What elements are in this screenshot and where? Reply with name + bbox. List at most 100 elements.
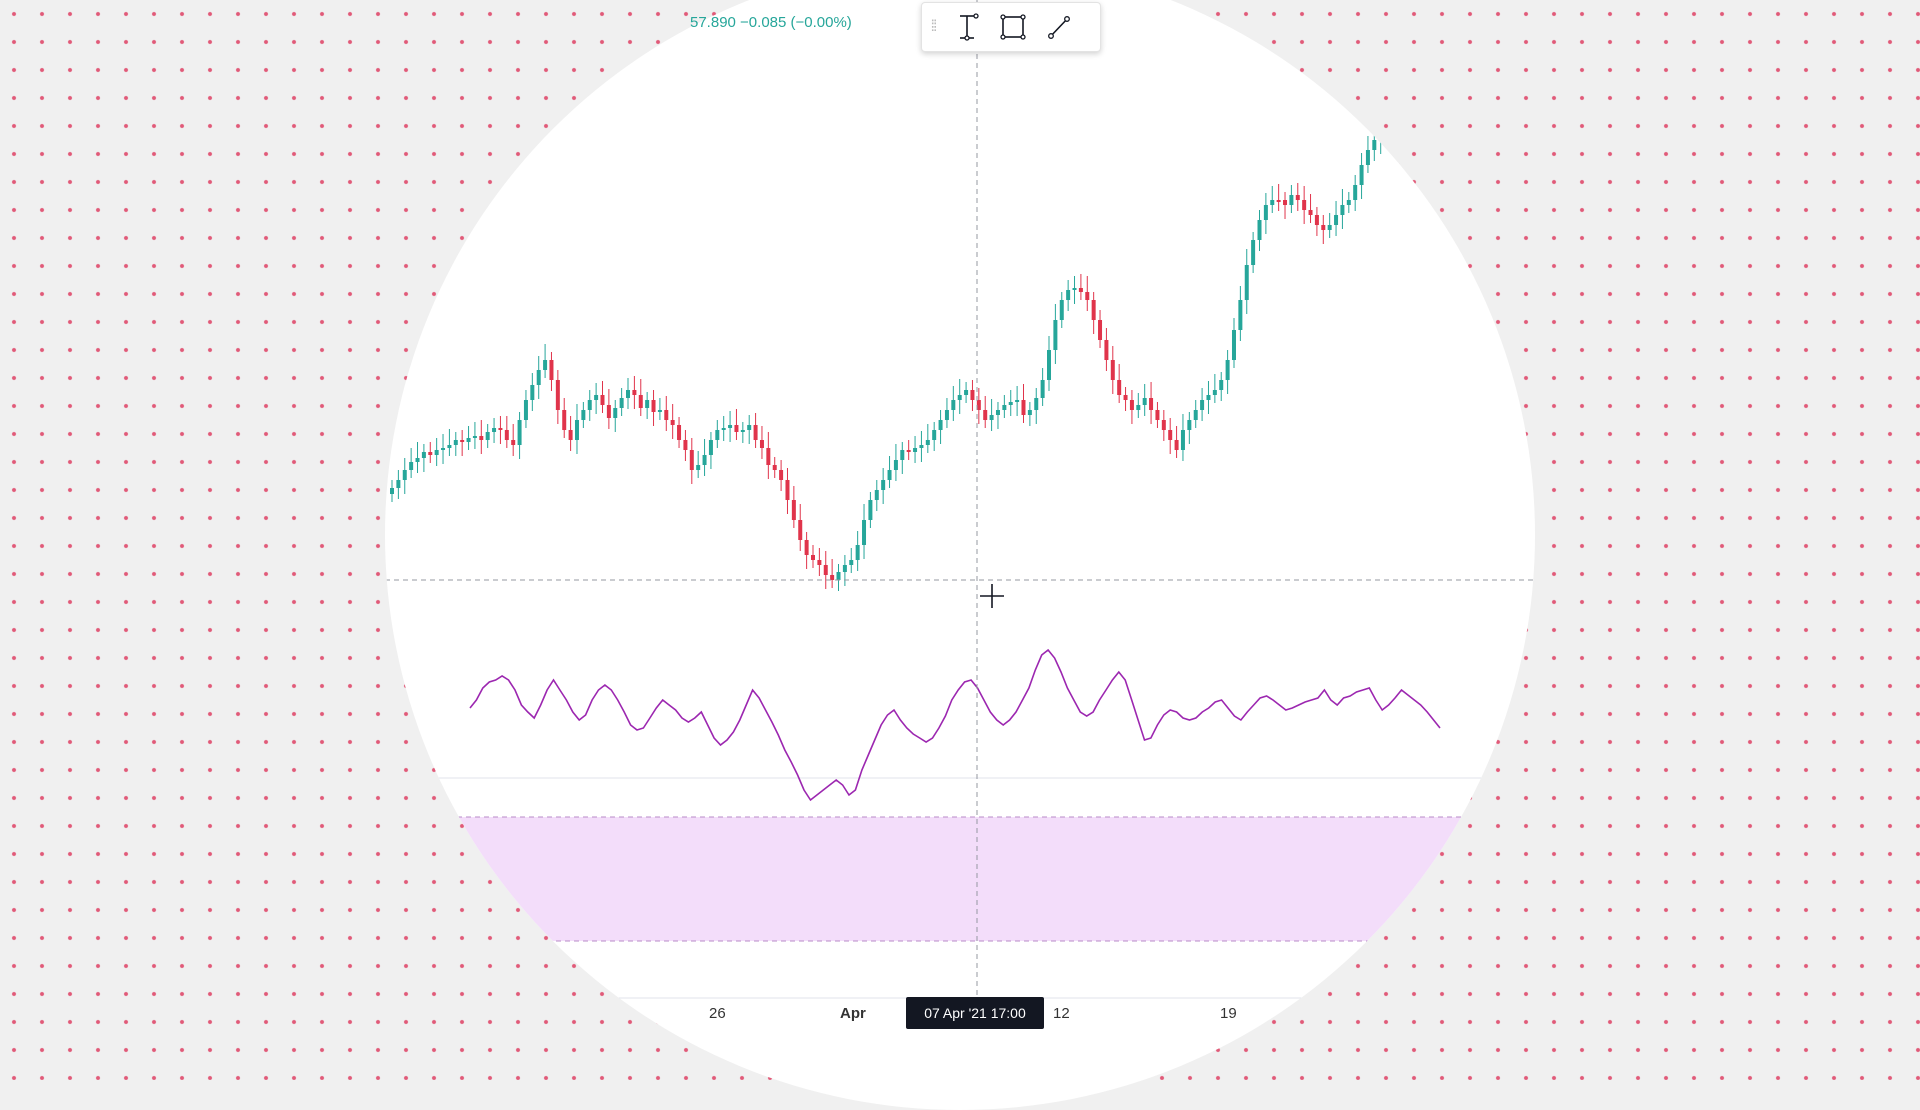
candle-body: [932, 430, 937, 440]
candle-body: [708, 440, 713, 455]
candle-body: [421, 452, 426, 458]
candle-body: [1442, 145, 1447, 150]
candle-body: [702, 455, 707, 465]
candle-body: [1053, 320, 1058, 350]
trend-line-icon[interactable]: [1036, 3, 1082, 51]
candle-body: [823, 565, 828, 575]
candle-body: [906, 450, 911, 452]
candle-body: [995, 410, 1000, 415]
candle-body: [862, 520, 867, 545]
candle-body: [1346, 200, 1351, 205]
candle-body: [511, 440, 516, 445]
candle-body: [517, 420, 522, 445]
candle-body: [1244, 265, 1249, 300]
candle-body: [1378, 130, 1383, 140]
candle-body: [1066, 290, 1071, 300]
candle-body: [1404, 150, 1409, 160]
candle-body: [785, 480, 790, 500]
candle-body: [887, 470, 892, 480]
drag-handle-icon[interactable]: ⁞⁞: [930, 18, 938, 35]
rsi-line: [469, 648, 1441, 802]
candle-body: [874, 490, 879, 500]
candle-body: [1372, 140, 1377, 150]
candle-body: [543, 360, 548, 370]
candle-body: [1416, 165, 1421, 170]
candle-body: [530, 385, 535, 400]
candle-body: [747, 425, 752, 430]
candle-body: [1110, 360, 1115, 380]
candle-body: [1302, 200, 1307, 210]
candle-body: [1410, 160, 1415, 165]
candle-body: [868, 500, 873, 520]
candle-body: [836, 572, 841, 580]
candle-body: [1212, 390, 1217, 395]
candle-body: [721, 428, 726, 430]
drawing-toolbar[interactable]: ⁞⁞: [921, 2, 1101, 52]
candle-body: [1174, 440, 1179, 450]
candle-body: [1321, 225, 1326, 230]
candle-body: [1455, 160, 1460, 170]
candle-body: [830, 575, 835, 580]
candle-body: [753, 425, 758, 440]
candle-body: [1429, 155, 1434, 160]
candle-body: [619, 398, 624, 408]
candle-body: [1040, 380, 1045, 398]
candle-body: [651, 400, 656, 412]
candle-body: [1461, 165, 1466, 170]
candle-body: [1353, 185, 1358, 200]
candle-body: [409, 462, 414, 470]
candle-body: [817, 560, 822, 565]
candle-body: [810, 555, 815, 560]
candle-body: [1206, 395, 1211, 400]
candle-body: [1149, 398, 1154, 410]
candle-body: [964, 390, 969, 395]
candle-body: [1193, 410, 1198, 420]
candle-body: [1276, 200, 1281, 202]
candle-body: [1180, 430, 1185, 450]
candle-body: [1015, 400, 1020, 402]
candle-body: [415, 458, 420, 462]
candle-body: [1085, 292, 1090, 300]
candle-body: [957, 395, 962, 400]
candle-body: [1365, 150, 1370, 165]
candle-body: [1289, 195, 1294, 205]
candle-body: [1091, 300, 1096, 320]
candle-body: [466, 438, 471, 442]
candle-body: [626, 390, 631, 398]
candle-body: [728, 425, 733, 428]
candle-body: [893, 460, 898, 470]
candle-body: [970, 390, 975, 400]
candle-body: [951, 400, 956, 410]
candle-body: [1359, 165, 1364, 185]
candle-body: [1385, 130, 1390, 132]
candle-body: [670, 420, 675, 425]
candlestick-series: [390, 118, 1472, 591]
candle-body: [555, 380, 560, 410]
candle-body: [574, 420, 579, 440]
candle-body: [689, 450, 694, 470]
candle-body: [1104, 340, 1109, 360]
candle-body: [523, 400, 528, 420]
rectangle-icon[interactable]: [990, 3, 1036, 51]
chart-canvas[interactable]: [0, 0, 1920, 1080]
candle-body: [498, 428, 503, 430]
x-axis-label-12: 12: [1053, 1005, 1070, 1022]
candle-body: [683, 440, 688, 450]
candle-body: [1059, 300, 1064, 320]
candle-body: [1002, 405, 1007, 410]
x-axis-label-26: 26: [709, 1005, 726, 1022]
candle-body: [913, 448, 918, 452]
date-price-range-icon[interactable]: [944, 3, 990, 51]
candle-body: [479, 436, 484, 440]
candle-body: [1270, 200, 1275, 205]
candle-body: [849, 560, 854, 565]
candle-body: [1308, 210, 1313, 215]
candle-body: [1423, 160, 1428, 170]
candle-body: [581, 410, 586, 420]
candle-body: [1142, 398, 1147, 405]
candle-body: [1219, 380, 1224, 390]
candle-body: [447, 445, 452, 448]
rsi-band: [385, 817, 1535, 941]
candle-body: [390, 488, 394, 494]
candle-body: [402, 470, 407, 480]
